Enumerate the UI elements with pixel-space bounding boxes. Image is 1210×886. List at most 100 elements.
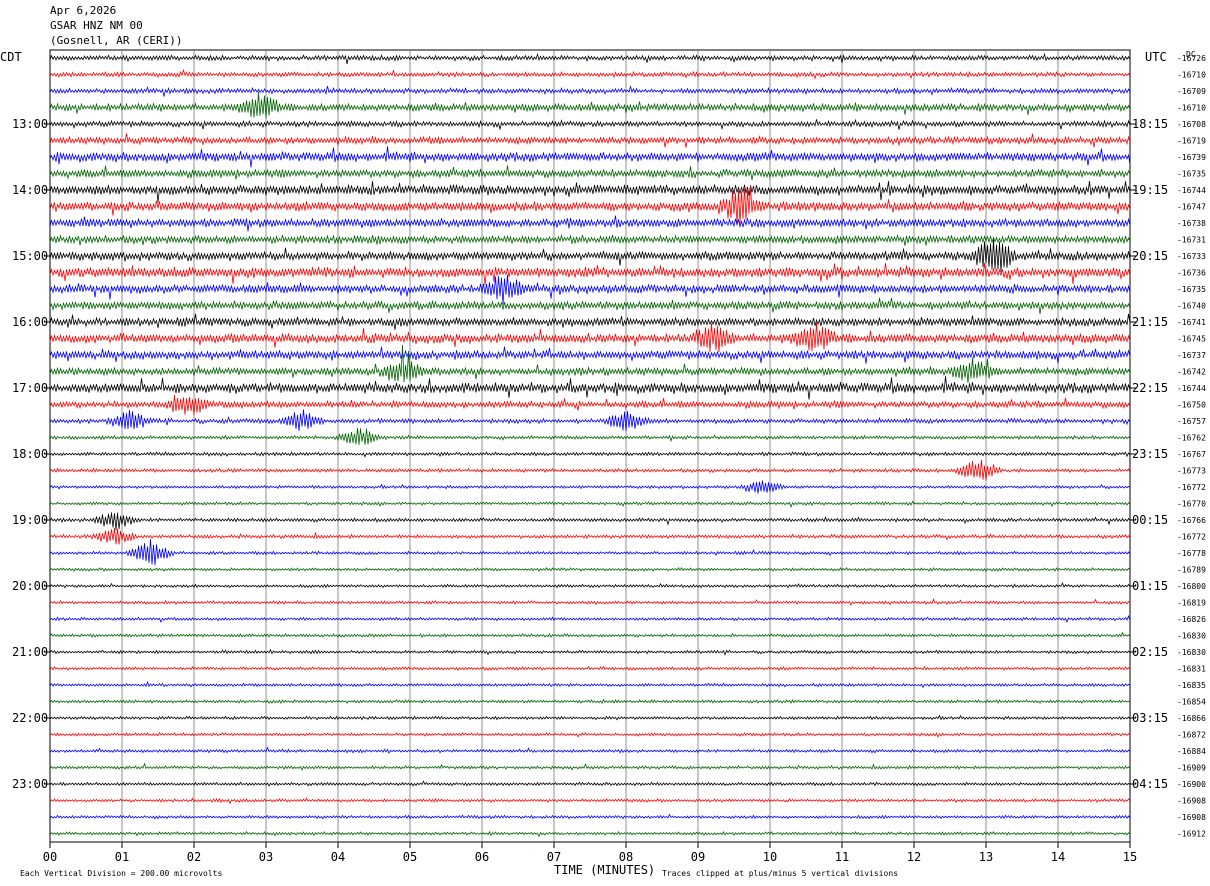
utc-hour-label: 21:15 — [1132, 315, 1168, 329]
cdt-hour-label: 15:00 — [12, 249, 48, 263]
utc-hour-label: 02:15 — [1132, 645, 1168, 659]
trace-row-46 — [49, 813, 1131, 820]
trace-row-3 — [49, 91, 1131, 119]
trace-row-16 — [49, 313, 1131, 330]
dc-offset-value: -16772 — [1177, 533, 1206, 542]
dc-offset-value: -16762 — [1177, 434, 1206, 443]
dc-offset-value: -16909 — [1177, 764, 1206, 773]
dc-offset-value: -16709 — [1177, 87, 1206, 96]
trace-row-35 — [49, 631, 1131, 638]
dc-offset-value: -16866 — [1177, 714, 1206, 723]
trace-row-26 — [49, 480, 1131, 494]
dc-offset-value: -16773 — [1177, 467, 1206, 476]
dc-offset-value: -16737 — [1177, 351, 1206, 360]
plot-date: Apr 6,2026 — [50, 4, 117, 17]
dc-offset-value: -16750 — [1177, 401, 1206, 410]
x-tick-label-00: 00 — [43, 850, 57, 864]
dc-offset-value: -16739 — [1177, 153, 1206, 162]
trace-row-13 — [49, 263, 1131, 286]
dc-offset-value: -16789 — [1177, 566, 1206, 575]
cdt-hour-label: 17:00 — [12, 381, 48, 395]
x-tick-label-09: 09 — [691, 850, 705, 864]
trace-row-38 — [49, 680, 1131, 689]
trace-row-11 — [49, 233, 1131, 246]
dc-offset-value: -16738 — [1177, 219, 1206, 228]
scale-note: Each Vertical Division = 200.00 microvol… — [20, 869, 222, 878]
dc-offset-value: -16710 — [1177, 104, 1206, 113]
trace-row-14 — [49, 274, 1131, 305]
plot-frame — [49, 49, 1131, 843]
trace-row-12 — [49, 239, 1131, 272]
trace-row-9 — [49, 185, 1131, 224]
x-tick-label-15: 15 — [1123, 850, 1137, 864]
dc-offset-value: -16767 — [1177, 450, 1206, 459]
utc-hour-label: 03:15 — [1132, 711, 1168, 725]
x-tick-label-14: 14 — [1051, 850, 1065, 864]
trace-row-31 — [49, 567, 1131, 572]
trace-row-27 — [49, 500, 1131, 509]
x-tick-label-08: 08 — [619, 850, 633, 864]
utc-axis: UTC DC 18:15 19:15 20:15 21:15 22:15 23:15 00:… — [1130, 50, 1196, 791]
dc-offset-value: -16744 — [1177, 384, 1206, 393]
dc-offset-value: -16835 — [1177, 681, 1206, 690]
cdt-hour-label: 14:00 — [12, 183, 48, 197]
dc-offset-value: -16770 — [1177, 500, 1206, 509]
trace-row-37 — [49, 665, 1131, 672]
dc-offset-value: -16744 — [1177, 186, 1206, 195]
dc-offset-value: -16831 — [1177, 665, 1206, 674]
trace-row-20 — [49, 376, 1131, 400]
dc-offset-value: -16757 — [1177, 417, 1206, 426]
cdt-axis-label: CDT — [0, 50, 22, 64]
dc-offset-value: -16826 — [1177, 615, 1206, 624]
dc-offset-value: -16735 — [1177, 170, 1206, 179]
cdt-hour-label: 23:00 — [12, 777, 48, 791]
cdt-axis: CDT 13:00 14:00 15:00 16:00 17:00 18:00 19:00 2… — [0, 50, 50, 791]
trace-row-47 — [49, 830, 1131, 838]
trace-row-0 — [49, 52, 1131, 65]
trace-row-6 — [49, 146, 1131, 168]
dc-offset-value: -16830 — [1177, 648, 1206, 657]
dc-offset-value: -16708 — [1177, 120, 1206, 129]
dc-offset-value: -16733 — [1177, 252, 1206, 261]
seismic-traces — [49, 52, 1131, 838]
x-tick-label-13: 13 — [979, 850, 993, 864]
trace-row-39 — [49, 698, 1131, 705]
utc-hour-label: 18:15 — [1132, 117, 1168, 131]
x-tick-label-07: 07 — [547, 850, 561, 864]
dc-offset-value: -16735 — [1177, 285, 1206, 294]
utc-hour-label: 20:15 — [1132, 249, 1168, 263]
trace-row-21 — [49, 394, 1131, 415]
dc-offset-value: -16854 — [1177, 698, 1206, 707]
trace-row-28 — [49, 512, 1131, 531]
trace-row-7 — [49, 165, 1131, 180]
trace-row-8 — [49, 181, 1131, 203]
dc-offset-value: -16872 — [1177, 731, 1206, 740]
trace-row-4 — [49, 118, 1131, 131]
dc-offset-value: -16908 — [1177, 797, 1206, 806]
trace-row-10 — [49, 215, 1131, 232]
dc-offset-value: -16908 — [1177, 813, 1206, 822]
x-tick-label-06: 06 — [475, 850, 489, 864]
dc-offset-value: -16884 — [1177, 747, 1206, 756]
cdt-hour-label: 19:00 — [12, 513, 48, 527]
trace-row-19 — [49, 344, 1131, 384]
dc-offset-value: -16772 — [1177, 483, 1206, 492]
dc-offset-value: -16731 — [1177, 236, 1206, 245]
cdt-hour-label: 16:00 — [12, 315, 48, 329]
x-tick-label-01: 01 — [115, 850, 129, 864]
x-tick-label-03: 03 — [259, 850, 273, 864]
dc-offset-value: -16740 — [1177, 302, 1206, 311]
dc-offset-value: -16800 — [1177, 582, 1206, 591]
dc-offset-value: -16830 — [1177, 632, 1206, 641]
x-tick-label-12: 12 — [907, 850, 921, 864]
trace-row-24 — [49, 450, 1131, 458]
trace-row-34 — [49, 614, 1131, 624]
trace-row-18 — [49, 346, 1131, 364]
trace-row-41 — [49, 731, 1131, 739]
trace-row-17 — [49, 322, 1131, 353]
minute-gridlines — [121, 50, 1059, 842]
dc-offset-value: -16912 — [1177, 830, 1206, 839]
cdt-hour-label: 18:00 — [12, 447, 48, 461]
cdt-hour-label: 20:00 — [12, 579, 48, 593]
